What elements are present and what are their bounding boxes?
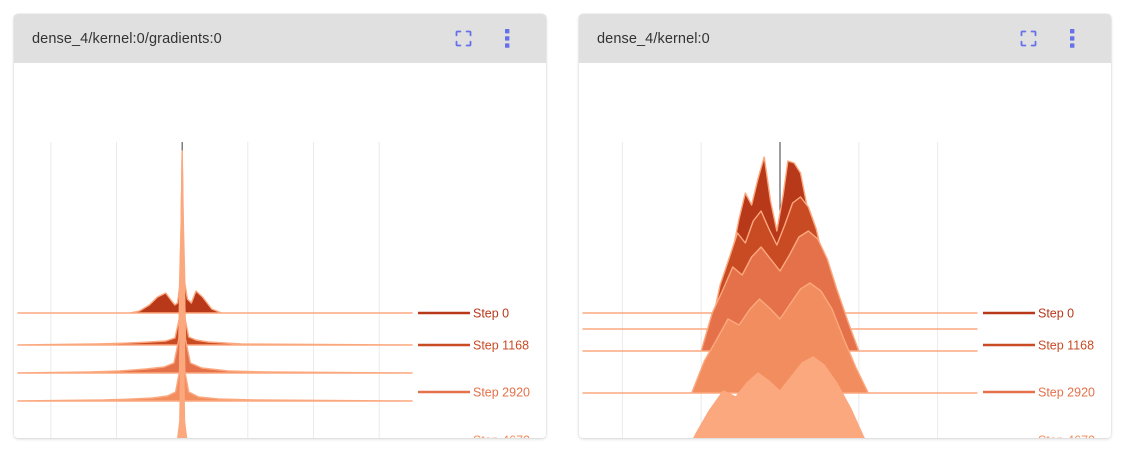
header-actions xyxy=(1017,28,1099,50)
svg-text:Step 0: Step 0 xyxy=(1038,307,1074,321)
svg-text:Step 4672: Step 4672 xyxy=(1038,434,1095,439)
card-header: dense_4/kernel:0/gradients:0 xyxy=(14,14,546,63)
svg-text:Step 1168: Step 1168 xyxy=(1038,339,1094,353)
fullscreen-icon[interactable] xyxy=(1017,28,1039,50)
page-title: dense_4/kernel:0/gradients:0 xyxy=(32,30,222,47)
page-title: dense_4/kernel:0 xyxy=(597,30,710,47)
header-actions xyxy=(452,28,534,50)
card-header: dense_4/kernel:0 xyxy=(579,14,1111,63)
overflow-menu-icon[interactable] xyxy=(496,28,518,50)
svg-text:Step 2920: Step 2920 xyxy=(473,386,530,400)
svg-text:Step 2920: Step 2920 xyxy=(1038,386,1095,400)
svg-text:Step 1168: Step 1168 xyxy=(473,339,529,353)
overflow-menu-icon[interactable] xyxy=(1061,28,1083,50)
histogram-card-kernel: dense_4/kernel:0 xyxy=(579,14,1111,438)
svg-text:Step 4672: Step 4672 xyxy=(473,434,530,439)
histogram-card-gradients: dense_4/kernel:0/gradients:0 xyxy=(14,14,546,438)
fullscreen-icon[interactable] xyxy=(452,28,474,50)
svg-text:Step 0: Step 0 xyxy=(473,307,509,321)
